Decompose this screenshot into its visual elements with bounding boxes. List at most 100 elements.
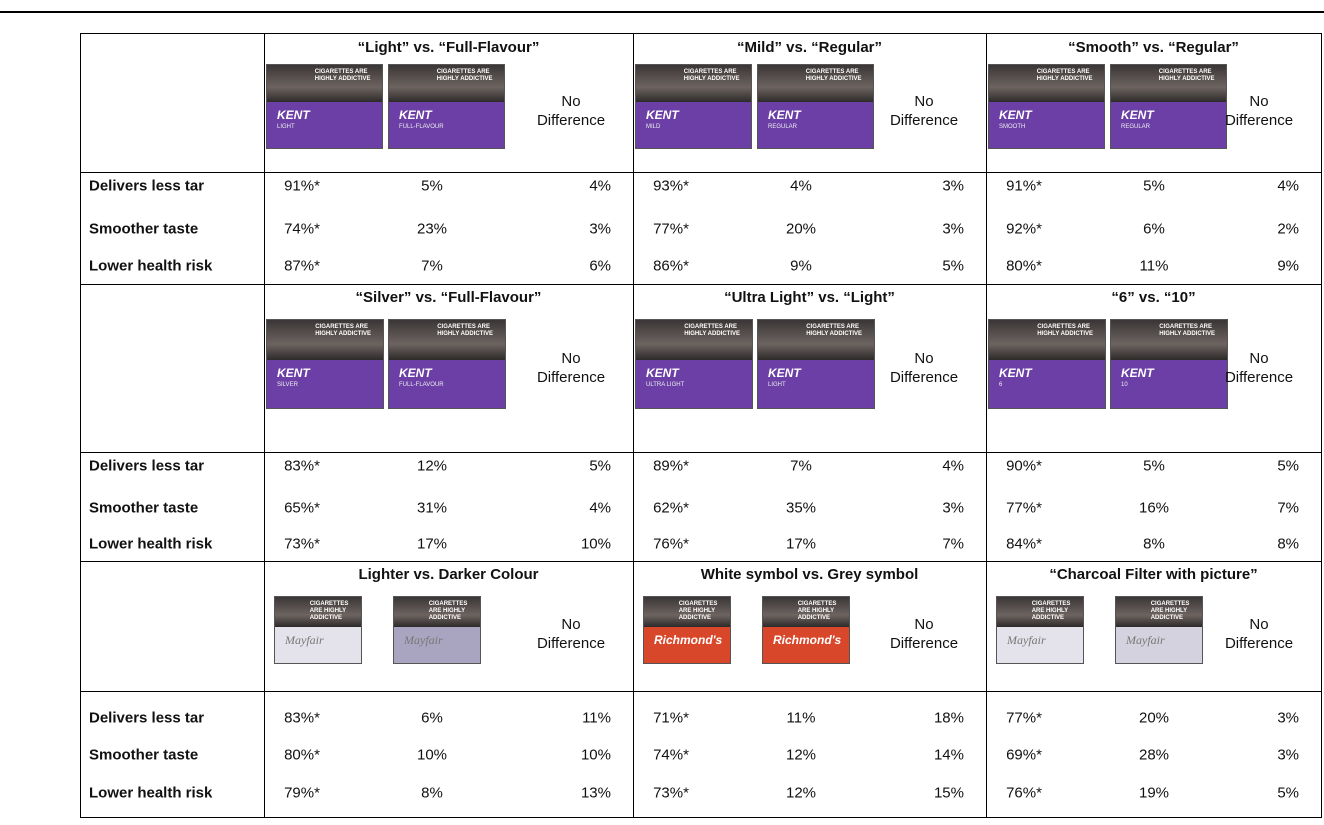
pack-bottom: Richmond's xyxy=(763,626,849,663)
cell-value: 12% xyxy=(416,457,448,475)
row-label: Smoother taste xyxy=(89,499,199,517)
row-label: Lower health risk xyxy=(89,257,213,275)
pack-variant: REGULAR xyxy=(1121,124,1151,131)
cell-value: 74%* xyxy=(284,220,320,238)
pack-image: CIGARETTES ARE HIGHLY ADDICTIVE Mayfair xyxy=(274,596,362,664)
pack-warning: CIGARETTES ARE HIGHLY ADDICTIVE xyxy=(684,324,740,337)
cell-value: 65%* xyxy=(284,499,320,517)
pack-brand: KENT xyxy=(277,365,310,380)
cell-value: 3% xyxy=(589,220,611,238)
column-line xyxy=(633,34,634,817)
pack-brand: KENT xyxy=(768,365,801,380)
pack-brand: KENT xyxy=(277,108,310,123)
column-line xyxy=(986,34,987,817)
cell-value: 17% xyxy=(416,535,448,553)
pack-bottom: KENT SMOOTH xyxy=(989,102,1104,148)
comparison-title: “6” vs. “10” xyxy=(1111,289,1196,306)
comparison-title: “Silver” vs. “Full-Flavour” xyxy=(355,289,542,306)
pack-variant: SMOOTH xyxy=(999,124,1026,131)
pack-image: CIGARETTES ARE HIGHLY ADDICTIVE KENT MILD xyxy=(635,64,752,149)
cell-value: 91%* xyxy=(284,177,320,195)
pack-top: CIGARETTES ARE HIGHLY ADDICTIVE xyxy=(389,320,505,360)
cell-value: 23% xyxy=(416,220,448,238)
cell-value: 8% xyxy=(421,784,443,802)
block-line xyxy=(81,561,1321,562)
row-label: Smoother taste xyxy=(89,220,199,238)
cell-value: 77%* xyxy=(653,220,689,238)
pack-top: CIGARETTES ARE HIGHLY ADDICTIVE xyxy=(394,597,480,627)
comparison-title: “Smooth” vs. “Regular” xyxy=(1068,39,1239,56)
pack-brand: KENT xyxy=(399,108,432,123)
pack-top: CIGARETTES ARE HIGHLY ADDICTIVE xyxy=(644,597,730,627)
no-difference: No Difference xyxy=(536,350,606,386)
pack-warning: CIGARETTES ARE HIGHLY ADDICTIVE xyxy=(1036,69,1093,82)
cell-value: 5% xyxy=(1277,784,1299,802)
pack-warning: CIGARETTES ARE HIGHLY ADDICTIVE xyxy=(1150,601,1190,621)
column-line xyxy=(264,34,265,817)
pack-image: CIGARETTES ARE HIGHLY ADDICTIVE KENT 10 xyxy=(1110,319,1228,409)
cell-value: 7% xyxy=(421,257,443,275)
cell-value: 6% xyxy=(589,257,611,275)
pack-brand: KENT xyxy=(1121,108,1154,123)
cell-value: 10% xyxy=(580,535,611,553)
pack-image: CIGARETTES ARE HIGHLY ADDICTIVE KENT 6 xyxy=(988,319,1106,409)
comparison-title: White symbol vs. Grey symbol xyxy=(700,566,919,583)
pack-bottom: KENT FULL-FLAVOUR xyxy=(389,102,504,148)
comparison-title: “Light” vs. “Full-Flavour” xyxy=(357,39,540,56)
cell-value: 90%* xyxy=(1006,457,1042,475)
cell-value: 11% xyxy=(786,709,816,727)
cell-value: 9% xyxy=(790,257,812,275)
cell-value: 3% xyxy=(942,499,964,517)
pack-warning: CIGARETTES ARE HIGHLY ADDICTIVE xyxy=(309,601,349,621)
pack-warning: CIGARETTES ARE HIGHLY ADDICTIVE xyxy=(428,601,468,621)
pack-variant: LIGHT xyxy=(768,381,786,388)
pack-bottom: KENT LIGHT xyxy=(267,102,382,148)
cell-value: 7% xyxy=(942,535,964,553)
cell-value: 4% xyxy=(589,499,611,517)
pack-top: CIGARETTES ARE HIGHLY ADDICTIVE xyxy=(389,65,504,103)
cell-value: 2% xyxy=(1277,220,1299,238)
pack-top: CIGARETTES ARE HIGHLY ADDICTIVE xyxy=(758,320,874,360)
pack-variant: ULTRA LIGHT xyxy=(646,381,685,388)
pack-top: CIGARETTES ARE HIGHLY ADDICTIVE xyxy=(1111,320,1227,360)
pack-brand: KENT xyxy=(999,365,1032,380)
pack-brand: Mayfair xyxy=(285,632,324,647)
cell-value: 69%* xyxy=(1006,746,1042,764)
cell-value: 5% xyxy=(589,457,611,475)
cell-value: 76%* xyxy=(1006,784,1042,802)
cell-value: 89%* xyxy=(653,457,689,475)
pack-bottom: KENT 10 xyxy=(1111,359,1227,408)
pack-image: CIGARETTES ARE HIGHLY ADDICTIVE KENT LIGHT xyxy=(266,64,383,149)
pack-bottom: KENT FULL-FLAVOUR xyxy=(389,359,505,408)
row-label: Lower health risk xyxy=(89,784,213,802)
pack-image: CIGARETTES ARE HIGHLY ADDICTIVE KENT LIGHT xyxy=(757,319,875,409)
cell-value: 5% xyxy=(1143,457,1165,475)
cell-value: 31% xyxy=(416,499,448,517)
cell-value: 5% xyxy=(1277,457,1299,475)
pack-top: CIGARETTES ARE HIGHLY ADDICTIVE xyxy=(1111,65,1226,103)
cell-value: 12% xyxy=(785,784,817,802)
cell-value: 83%* xyxy=(284,457,320,475)
pack-variant: MILD xyxy=(646,124,661,131)
cell-value: 74%* xyxy=(653,746,689,764)
pack-warning: CIGARETTES ARE HIGHLY ADDICTIVE xyxy=(436,69,493,82)
no-difference: No Difference xyxy=(1224,616,1294,652)
cell-value: 12% xyxy=(785,746,817,764)
cell-value: 20% xyxy=(785,220,817,238)
pack-top: CIGARETTES ARE HIGHLY ADDICTIVE xyxy=(636,320,752,360)
cell-value: 91%* xyxy=(1006,177,1042,195)
cell-value: 6% xyxy=(421,709,443,727)
cell-value: 11% xyxy=(1139,257,1169,275)
cell-value: 93%* xyxy=(653,177,689,195)
cell-value: 4% xyxy=(1277,177,1299,195)
no-difference: No Difference xyxy=(889,616,959,652)
pack-top: CIGARETTES ARE HIGHLY ADDICTIVE xyxy=(1116,597,1202,627)
pack-brand: KENT xyxy=(1121,365,1154,380)
cell-value: 10% xyxy=(580,746,611,764)
cell-value: 7% xyxy=(790,457,812,475)
pack-image: CIGARETTES ARE HIGHLY ADDICTIVE KENT SMOOT… xyxy=(988,64,1105,149)
pack-image: CIGARETTES ARE HIGHLY ADDICTIVE Mayfair xyxy=(1115,596,1203,664)
cell-value: 86%* xyxy=(653,257,689,275)
pack-warning: CIGARETTES ARE HIGHLY ADDICTIVE xyxy=(1158,69,1215,82)
row-label: Delivers less tar xyxy=(89,177,205,195)
